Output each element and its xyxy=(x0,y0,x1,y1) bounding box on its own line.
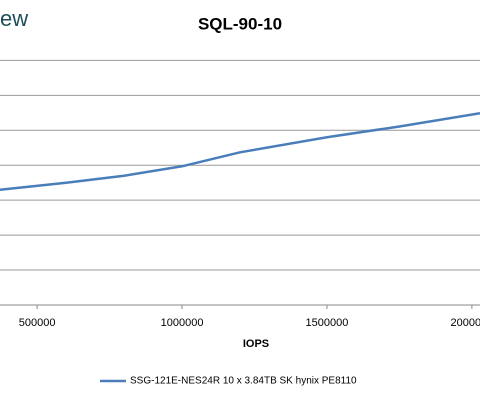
logo: ew xyxy=(0,6,28,31)
x-axis-label: IOPS xyxy=(243,338,269,350)
x-tick-label: 1000000 xyxy=(161,317,204,329)
legend-label: SSG-121E-NES24R 10 x 3.84TB SK hynix PE8… xyxy=(130,376,357,387)
series-line xyxy=(0,111,480,191)
x-tick-label: 1500000 xyxy=(306,317,349,329)
chart-title: SQL-90-10 xyxy=(198,14,282,33)
x-tick-label: 500000 xyxy=(19,317,56,329)
x-tick-label: 2000000 xyxy=(450,317,480,329)
